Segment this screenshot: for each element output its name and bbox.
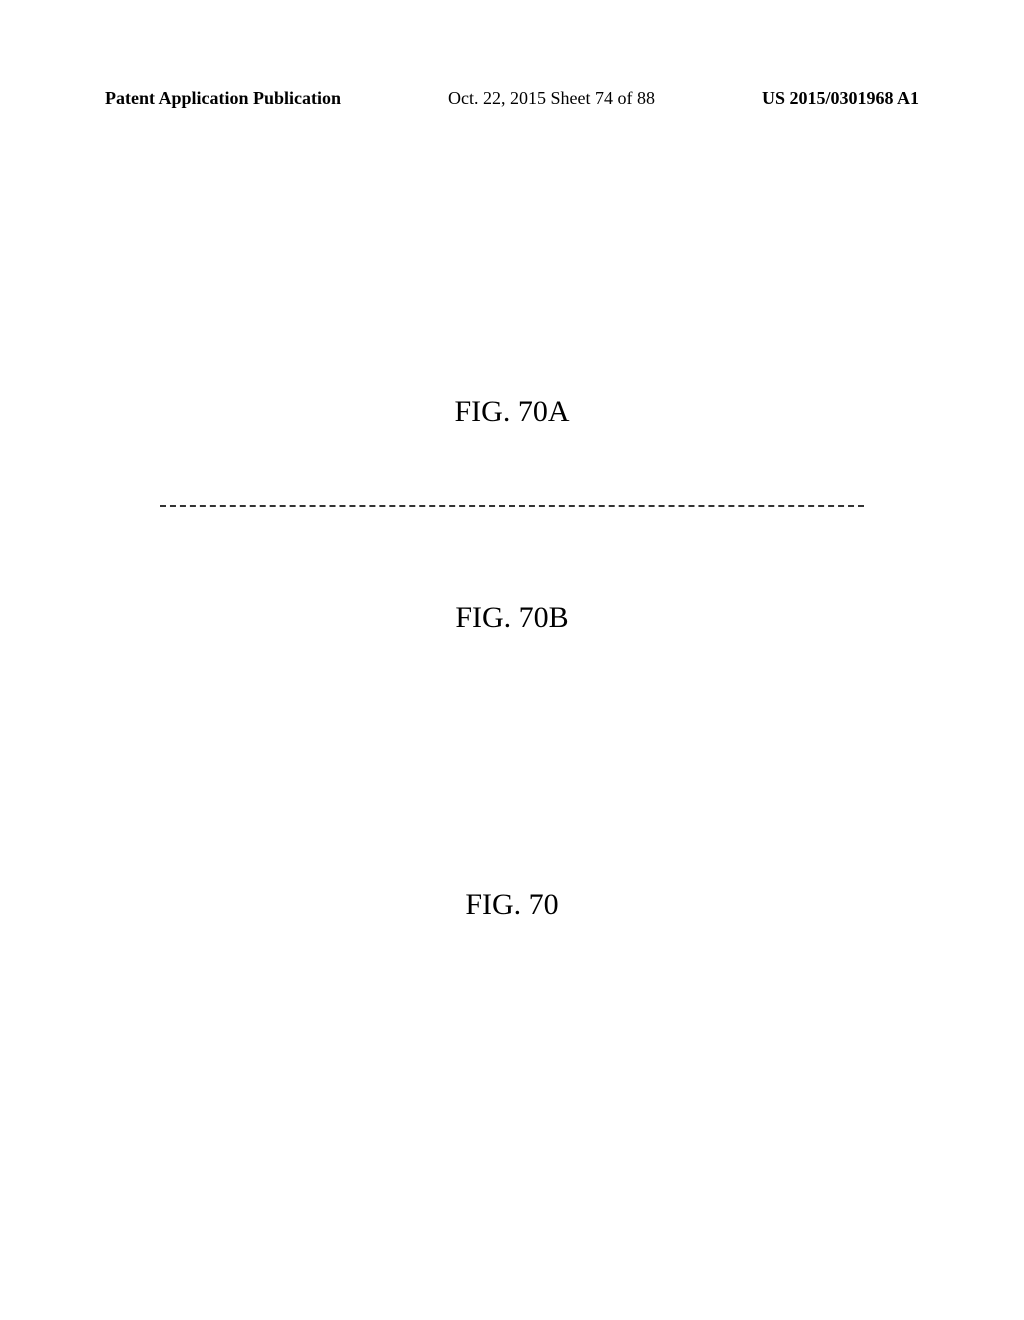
figure-label-70a: FIG. 70A <box>0 395 1024 429</box>
publication-number: US 2015/0301968 A1 <box>762 88 919 109</box>
figure-label-70: FIG. 70 <box>0 888 1024 922</box>
figure-label-70b: FIG. 70B <box>0 601 1024 635</box>
horizontal-divider <box>160 505 864 507</box>
publication-type: Patent Application Publication <box>105 88 341 109</box>
date-sheet-info: Oct. 22, 2015 Sheet 74 of 88 <box>448 88 655 109</box>
page-header: Patent Application Publication Oct. 22, … <box>105 88 919 109</box>
